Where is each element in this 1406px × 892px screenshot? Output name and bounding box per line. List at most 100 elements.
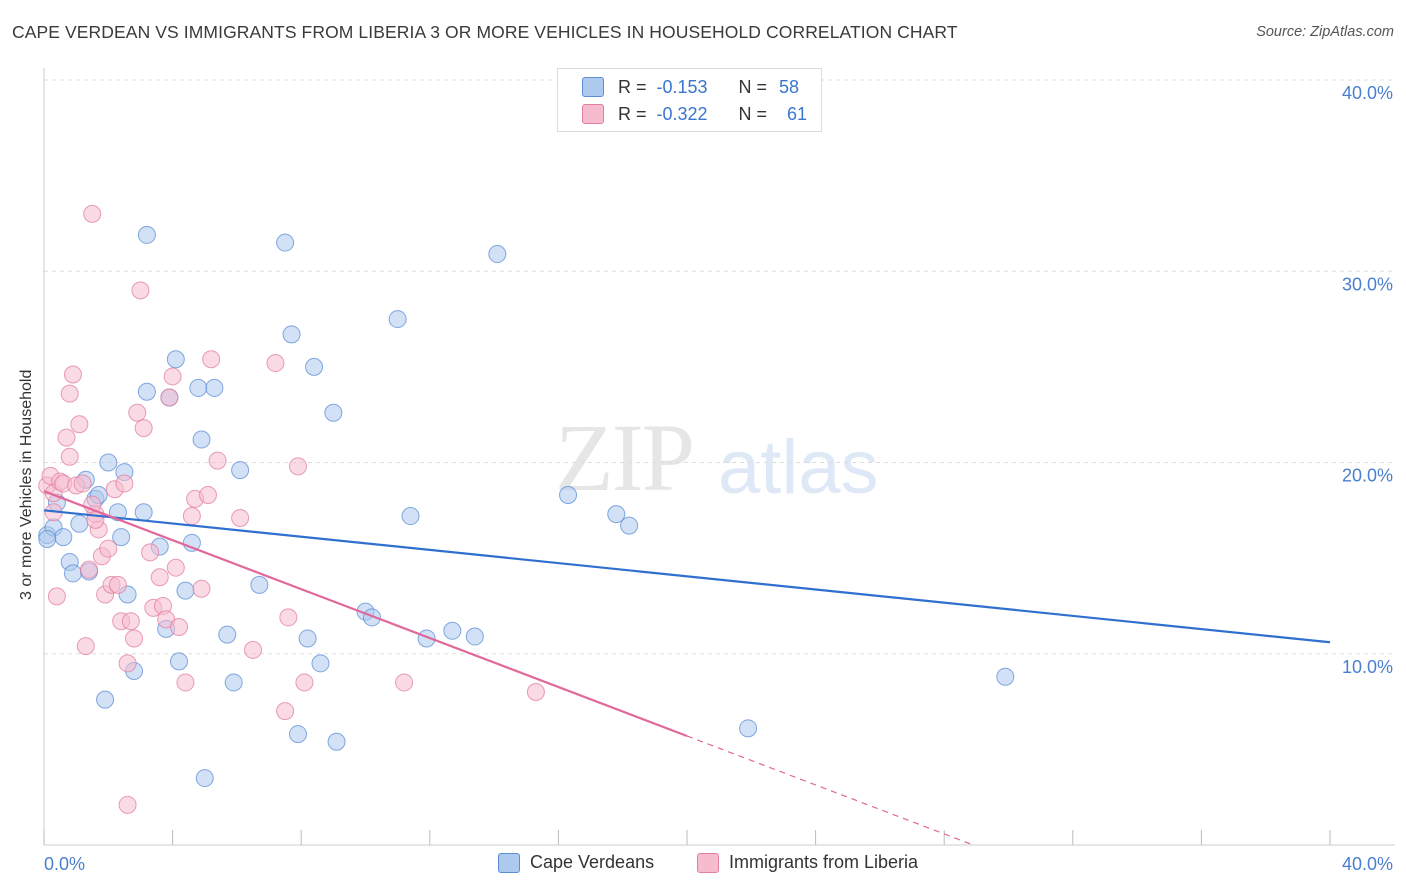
cape-verdean-point (282, 325, 301, 344)
blue-swatch (498, 852, 520, 873)
liberia-point (526, 683, 545, 701)
cape-verdean-point (137, 382, 156, 401)
cape-verdean-point (70, 514, 89, 533)
cape-verdean-point (134, 503, 153, 522)
n-label: N = (738, 103, 768, 124)
n-label: N = (738, 76, 768, 97)
watermark-atlas: atlas (718, 425, 879, 510)
cape-verdean-point (224, 673, 243, 692)
liberia-point (125, 629, 144, 648)
cape-verdean-point (401, 507, 420, 526)
liberia-point (118, 795, 137, 814)
cape-verdean-point (559, 486, 578, 505)
cape-verdean-point (38, 530, 57, 548)
liberia-point (70, 415, 89, 434)
liberia-point (176, 673, 195, 692)
legend-row-cape-verdeans: R = -0.153 N = 58 (582, 75, 799, 99)
legend-label: Cape Verdeans (530, 852, 655, 872)
liberia-point (279, 608, 298, 627)
cape-verdean-point (465, 627, 484, 646)
r-value: -0.153 (656, 76, 708, 97)
y-tick-label: 40.0% (1342, 83, 1393, 103)
legend-label: Immigrants from Liberia (729, 852, 919, 872)
legend-item-cape-verdeans: Cape Verdeans (498, 852, 654, 873)
cape-verdean-point (362, 608, 381, 627)
x-tick-label: 40.0% (1342, 854, 1393, 874)
watermark-zip: ZIP (555, 404, 695, 511)
cape-verdean-point (488, 245, 507, 264)
cape-verdean-point (327, 732, 346, 751)
liberia-point (115, 474, 134, 493)
y-tick-label: 20.0% (1342, 466, 1393, 486)
cape-verdean-point (166, 350, 185, 369)
cape-verdean-point (276, 233, 295, 252)
liberia-point (121, 612, 140, 631)
liberia-point (80, 560, 99, 579)
liberia-point (395, 673, 414, 692)
liberia-point (134, 419, 153, 438)
pink-swatch (697, 852, 719, 873)
blue-swatch (582, 77, 604, 97)
cape-verdean-point (388, 310, 407, 329)
liberia-point (83, 204, 102, 223)
cape-verdean-point (305, 357, 324, 376)
liberia-point (150, 568, 169, 587)
liberia-point (99, 539, 118, 558)
liberia-point (131, 281, 150, 300)
cape-verdean-point (620, 516, 639, 535)
liberia-point (182, 507, 201, 526)
n-value: 61 (787, 103, 808, 124)
cape-verdean-point (99, 453, 118, 472)
cape-verdean-point (324, 403, 343, 422)
cape-verdean-point (137, 225, 156, 244)
liberia-point (166, 558, 185, 577)
cape-verdean-point (311, 654, 330, 673)
liberia-point (160, 388, 179, 407)
source-label: Source: ZipAtlas.com (1256, 24, 1394, 40)
cape-verdean-point (176, 581, 195, 600)
cape-verdean-point (192, 430, 211, 449)
liberia-point (266, 354, 285, 373)
cape-verdean-point (298, 629, 317, 648)
liberia-point (208, 451, 227, 470)
cape-verdean-point (54, 528, 73, 547)
cape-verdean-point (170, 652, 189, 671)
cape-verdean-point (96, 690, 115, 709)
liberia-point (170, 617, 189, 636)
cape-verdean-point (195, 769, 214, 788)
cape-verdean-point (996, 667, 1015, 686)
liberia-point (202, 350, 221, 369)
liberia-trendline-extension (686, 735, 974, 846)
n-value: 58 (779, 76, 800, 97)
legend-row-liberia: R = -0.322 N = 61 (582, 102, 807, 126)
liberia-point (128, 403, 147, 422)
correlation-legend: R = -0.153 N = 58 R = -0.322 N = 61 (557, 68, 822, 132)
y-tick-label: 10.0% (1342, 657, 1393, 677)
cape-verdean-point (443, 621, 462, 640)
cape-verdean-point (182, 533, 201, 552)
cape-verdean-trendline (43, 509, 1331, 644)
cape-verdean-point (63, 564, 82, 583)
liberia-point (288, 457, 307, 476)
cape-verdean-point (112, 528, 131, 547)
y-axis-label: 3 or more Vehicles in Household (18, 369, 35, 600)
liberia-point (60, 447, 79, 466)
liberia-point (198, 486, 217, 505)
legend-item-liberia: Immigrants from Liberia (697, 852, 918, 873)
chart-title: CAPE VERDEAN VS IMMIGRANTS FROM LIBERIA … (12, 22, 958, 42)
cape-verdean-point (189, 378, 208, 397)
liberia-point (276, 702, 295, 721)
cape-verdean-point (250, 575, 269, 594)
liberia-point (57, 428, 76, 447)
liberia-point (295, 673, 314, 692)
x-tick-label: 0.0% (44, 854, 85, 874)
liberia-point (118, 654, 137, 673)
r-label: R = (618, 76, 647, 97)
series-legend: Cape Verdeans Immigrants from Liberia (0, 852, 1406, 878)
liberia-point (76, 637, 95, 656)
liberia-point (192, 579, 211, 598)
liberia-point (108, 575, 127, 594)
liberia-point (231, 508, 250, 527)
r-label: R = (618, 103, 647, 124)
